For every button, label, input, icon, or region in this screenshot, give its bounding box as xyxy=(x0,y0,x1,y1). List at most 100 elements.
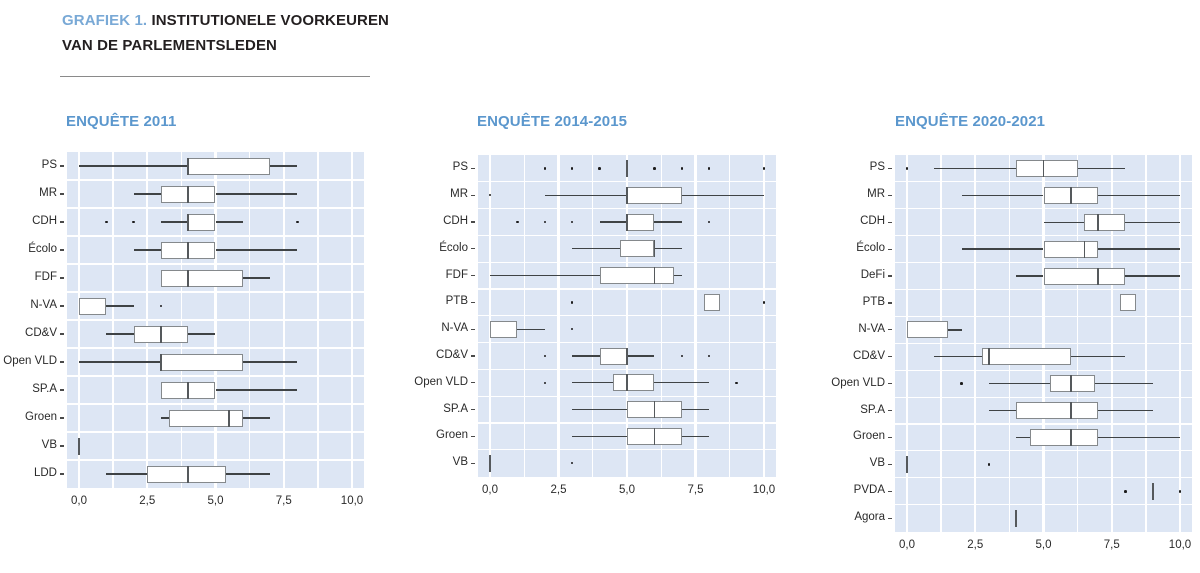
box-iqr xyxy=(169,409,243,427)
panel-title-2020-2021: ENQUÊTE 2020-2021 xyxy=(895,113,1046,130)
whisker-left xyxy=(490,274,600,277)
gridline-horizontal xyxy=(478,368,776,370)
outlier-dot xyxy=(1178,489,1182,493)
median-line xyxy=(626,347,628,365)
box-iqr xyxy=(160,269,243,287)
median-line xyxy=(187,269,190,287)
category-label: MR xyxy=(39,187,57,199)
whisker-right xyxy=(1095,382,1153,385)
gridline-horizontal xyxy=(67,375,364,377)
plot-area xyxy=(67,152,364,488)
category-tick xyxy=(60,221,64,223)
median-line xyxy=(1097,267,1099,285)
whisker-left xyxy=(572,248,621,250)
category-tick xyxy=(471,435,475,437)
box-iqr xyxy=(627,213,655,231)
outlier-dot xyxy=(296,220,299,224)
degenerate-box-line xyxy=(626,159,628,177)
category-label: SP.A xyxy=(32,383,57,395)
whisker-right xyxy=(517,328,545,330)
axis-tick-label: 5,0 xyxy=(619,483,635,496)
median-line xyxy=(1069,186,1072,204)
whisker-left xyxy=(160,221,189,223)
median-line xyxy=(187,157,190,175)
category-label: MR xyxy=(867,188,885,201)
whisker-left xyxy=(1016,436,1030,439)
category-tick xyxy=(471,382,475,384)
box-iqr xyxy=(188,213,216,231)
box-iqr xyxy=(907,321,948,339)
outlier-dot xyxy=(159,304,163,308)
plot-area xyxy=(895,155,1192,532)
outlier-dot xyxy=(570,220,574,224)
whisker-left xyxy=(160,417,170,419)
box-iqr xyxy=(1029,428,1099,446)
category-label: Groen xyxy=(436,429,468,442)
category-label: Agora xyxy=(854,511,885,524)
figure-title: GRAFIEK 1. INSTITUTIONELE VOORKEUREN VAN… xyxy=(62,8,389,58)
whisker-right xyxy=(215,389,298,391)
whisker-right xyxy=(1098,248,1180,250)
whisker-right xyxy=(681,435,710,438)
category-tick xyxy=(60,277,64,279)
category-tick xyxy=(471,409,475,411)
category-label: Open VLD xyxy=(3,355,57,367)
outlier-dot xyxy=(707,167,711,170)
category-label: Écolo xyxy=(28,243,57,255)
category-tick xyxy=(888,167,892,170)
plot-area xyxy=(478,155,776,477)
outlier-dot xyxy=(570,167,574,170)
median-line xyxy=(653,401,656,419)
outlier-dot xyxy=(762,167,766,170)
box-iqr xyxy=(1016,159,1078,177)
axis-tick-label: 2,5 xyxy=(967,538,984,551)
whisker-left xyxy=(988,409,1017,412)
category-tick xyxy=(888,463,892,465)
category-label: CD&V xyxy=(436,349,468,361)
gridline-horizontal xyxy=(895,235,1192,237)
whisker-left xyxy=(934,356,983,358)
whisker-right xyxy=(673,274,682,277)
outlier-dot xyxy=(598,167,601,170)
box-iqr xyxy=(188,157,271,175)
whisker-right xyxy=(1098,194,1180,197)
axis-tick-label: 10,0 xyxy=(752,483,776,496)
outlier-dot xyxy=(905,167,909,170)
median-line xyxy=(160,353,162,371)
outlier-dot xyxy=(570,301,574,304)
panel-title-2011: ENQUÊTE 2011 xyxy=(66,113,177,130)
category-tick xyxy=(471,355,475,357)
category-label: PS xyxy=(869,161,885,174)
category-tick xyxy=(471,328,475,330)
axis-tick-label: 10,0 xyxy=(340,495,364,507)
axis-tick-label: 7,5 xyxy=(687,483,704,496)
whisker-right xyxy=(242,361,298,363)
gridline-horizontal xyxy=(895,450,1192,452)
whisker-left xyxy=(544,194,627,196)
median-line xyxy=(626,213,628,231)
median-line xyxy=(653,240,656,258)
box-iqr xyxy=(1050,375,1096,393)
box-iqr xyxy=(613,374,655,392)
title-divider xyxy=(60,76,370,77)
median-line xyxy=(626,374,628,392)
category-label: VB xyxy=(452,456,468,469)
outlier-dot xyxy=(653,167,656,170)
whisker-right xyxy=(188,333,216,335)
category-tick xyxy=(60,193,64,195)
category-tick xyxy=(888,248,892,250)
gridline-horizontal xyxy=(895,315,1192,317)
median-line xyxy=(1097,213,1099,231)
category-tick xyxy=(60,305,64,307)
whisker-right xyxy=(242,417,271,419)
box-iqr xyxy=(599,347,627,365)
category-tick xyxy=(60,389,64,391)
whisker-left xyxy=(1043,221,1085,223)
gridline-horizontal xyxy=(478,288,776,290)
category-label: CDH xyxy=(443,215,468,227)
gridline-horizontal xyxy=(67,459,364,461)
category-label: PTB xyxy=(445,295,468,308)
category-label: VB xyxy=(41,439,57,451)
axis-tick-label: 7,5 xyxy=(1103,538,1120,551)
median-line xyxy=(1083,240,1086,258)
